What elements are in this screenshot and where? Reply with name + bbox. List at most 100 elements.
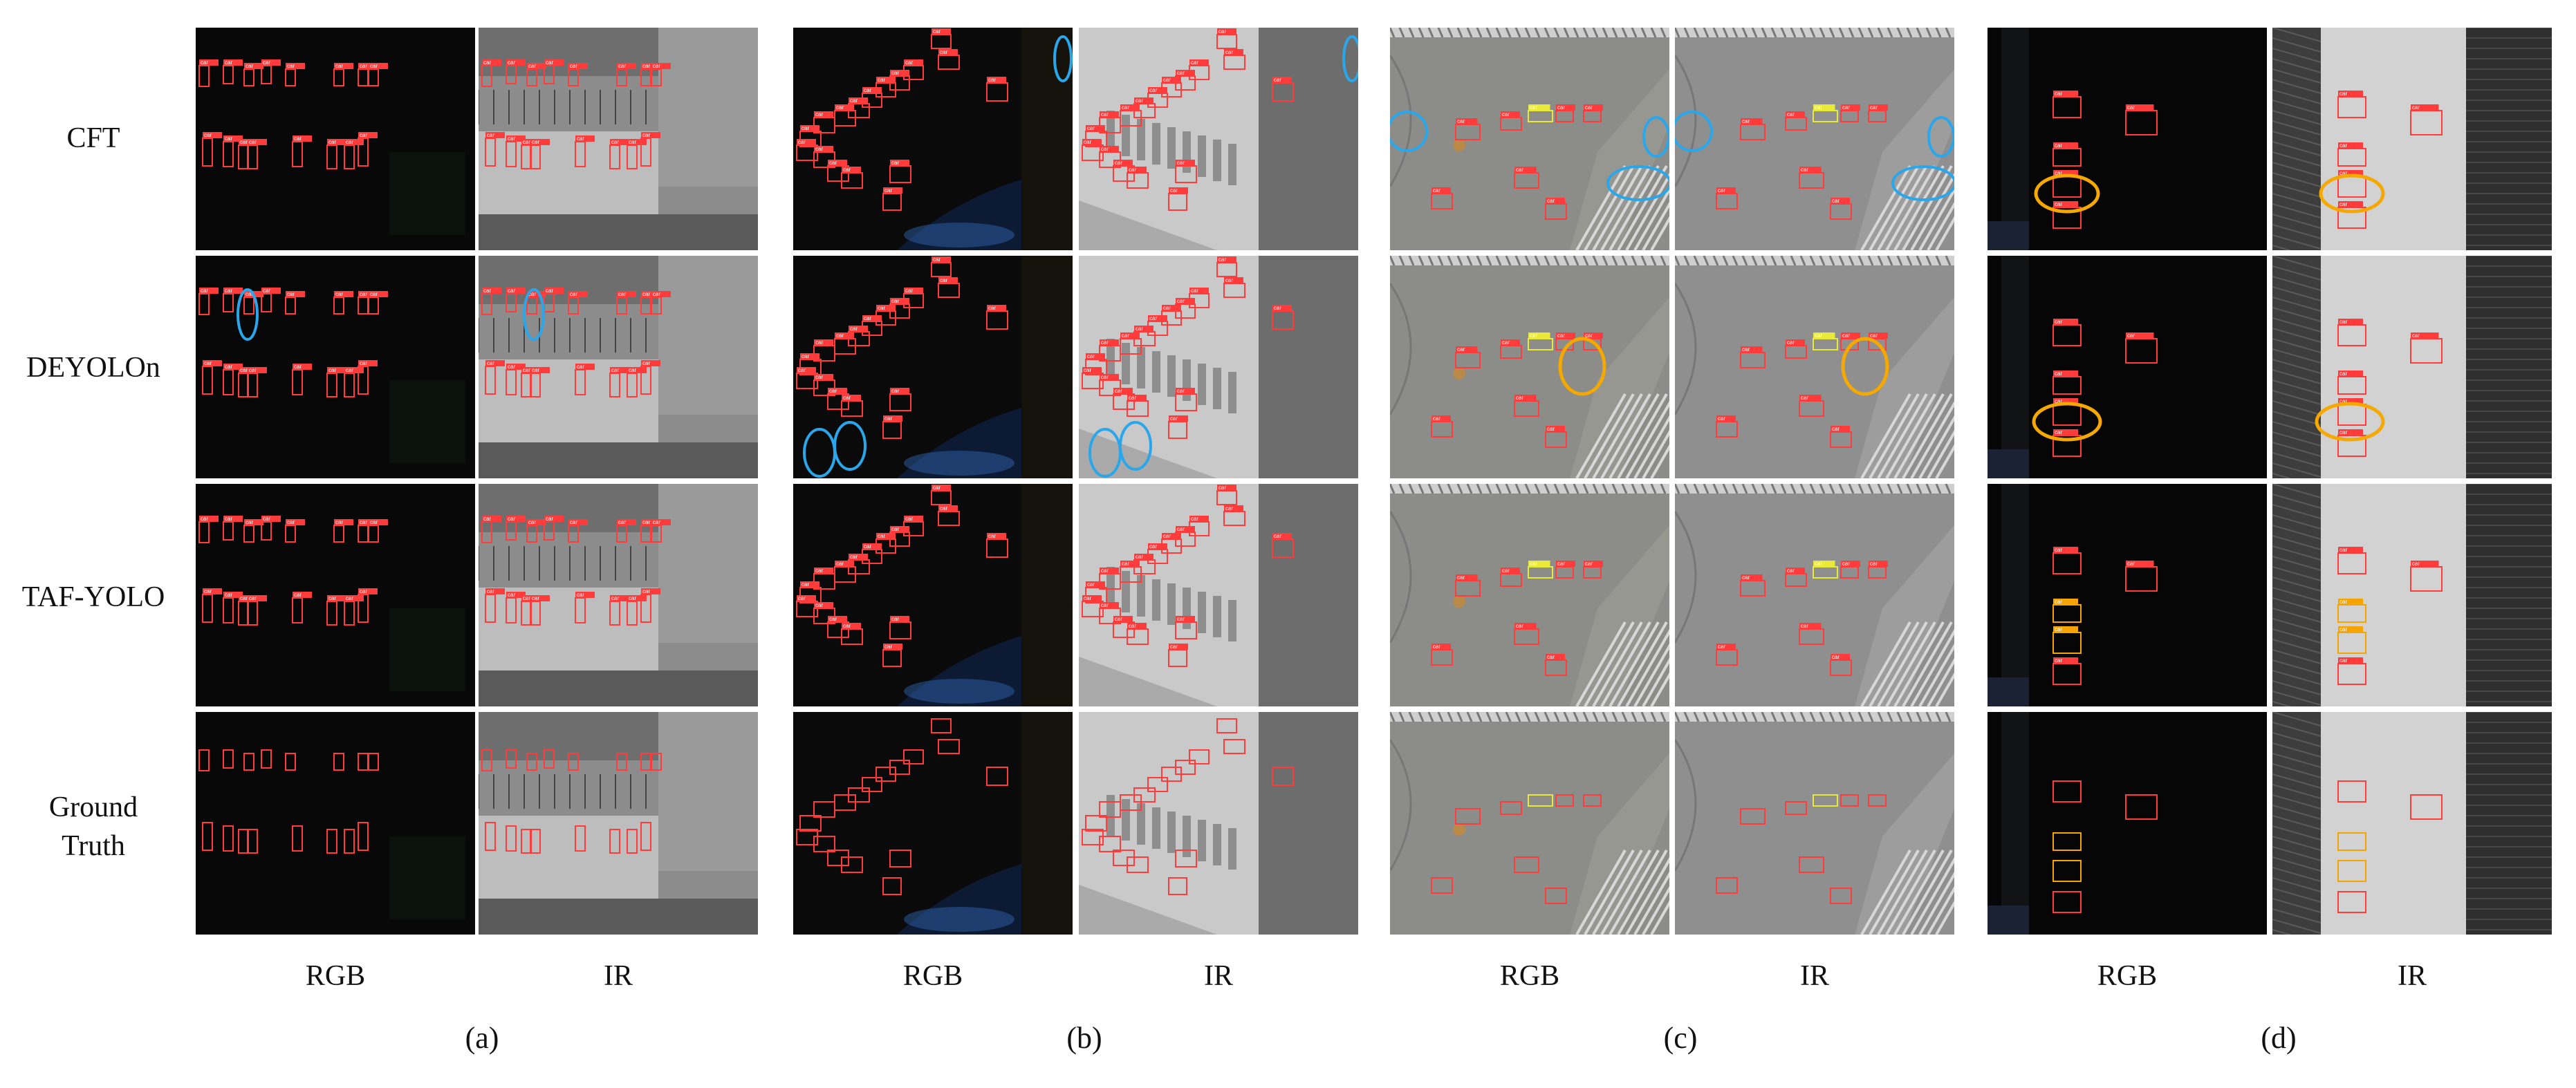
box-label: car bbox=[508, 516, 515, 522]
detection-box: car bbox=[2337, 201, 2366, 229]
box-label: car bbox=[1530, 332, 1537, 339]
box-label: car bbox=[2055, 626, 2062, 632]
box-label: car bbox=[2412, 332, 2420, 339]
detection-box: car bbox=[2337, 547, 2366, 574]
scene-background bbox=[479, 712, 758, 935]
row-label-cft: CFT bbox=[66, 122, 120, 154]
box-label: car bbox=[508, 288, 515, 294]
box-label: car bbox=[1457, 574, 1465, 581]
detection-box bbox=[1868, 794, 1887, 807]
scene-background bbox=[793, 712, 1073, 935]
detection-box: car bbox=[889, 160, 911, 183]
scene-background bbox=[196, 712, 475, 935]
detection-box bbox=[609, 829, 620, 854]
box-label: car bbox=[1149, 543, 1157, 550]
detection-box: car bbox=[616, 63, 636, 86]
box-label: car bbox=[1502, 339, 1510, 346]
box-label: car bbox=[360, 588, 367, 594]
detection-box bbox=[2337, 832, 2366, 851]
detection-box: car bbox=[1868, 561, 1888, 579]
box-label: car bbox=[1274, 77, 1281, 83]
detection-box bbox=[616, 753, 627, 771]
box-label: car bbox=[1870, 332, 1878, 339]
detection-box: car bbox=[544, 516, 564, 541]
detection-box bbox=[1528, 794, 1553, 807]
box-label: car bbox=[1718, 415, 1725, 422]
box-label: car bbox=[878, 77, 885, 83]
box-label: car bbox=[1163, 305, 1171, 311]
box-label: car bbox=[360, 360, 367, 366]
box-label: car bbox=[1787, 111, 1795, 118]
detection-box: car bbox=[568, 63, 588, 86]
detection-box bbox=[1127, 856, 1149, 873]
detection-box: car bbox=[1127, 395, 1149, 417]
detection-box: car bbox=[530, 595, 550, 626]
box-label: car bbox=[483, 516, 491, 522]
panel-row1-b-rgb: car car car car car car car car car car car car car c… bbox=[793, 256, 1073, 478]
scene-background bbox=[1675, 28, 1954, 250]
box-label: car bbox=[878, 533, 885, 539]
box-label: car bbox=[1801, 395, 1808, 401]
box-label: car bbox=[933, 256, 940, 263]
box-label: car bbox=[836, 104, 844, 111]
detection-box: car bbox=[841, 623, 863, 645]
detection-box bbox=[1161, 767, 1182, 782]
detection-box: car bbox=[481, 288, 501, 315]
box-label: car bbox=[2055, 371, 2062, 377]
box-label: car bbox=[815, 111, 823, 118]
box-label: car bbox=[249, 367, 257, 373]
panel-row0-c-ir: car car car car car car car car bbox=[1675, 28, 1954, 250]
detection-box: car bbox=[530, 367, 550, 397]
scene-background bbox=[1390, 256, 1669, 478]
box-label: car bbox=[1742, 574, 1750, 581]
detection-box: car bbox=[1514, 623, 1539, 645]
detection-box bbox=[1085, 815, 1107, 832]
box-label: car bbox=[891, 298, 899, 304]
detection-box bbox=[627, 829, 638, 854]
box-label: car bbox=[245, 291, 253, 297]
detection-box: car bbox=[986, 305, 1008, 330]
detection-box: car bbox=[1785, 111, 1807, 131]
box-label: car bbox=[798, 139, 806, 145]
detection-box: car bbox=[285, 63, 305, 86]
detection-box: car bbox=[2410, 332, 2443, 364]
box-label: car bbox=[1547, 426, 1555, 432]
box-label: car bbox=[240, 595, 248, 601]
detection-box: car bbox=[1716, 415, 1738, 438]
box-label: car bbox=[1516, 623, 1523, 629]
detection-box: car bbox=[292, 135, 312, 167]
box-label: car bbox=[1585, 561, 1593, 567]
box-label: car bbox=[864, 543, 871, 550]
detection-box bbox=[261, 749, 272, 769]
box-label: car bbox=[1129, 395, 1136, 401]
detection-box: car bbox=[358, 588, 378, 623]
box-label: car bbox=[1136, 97, 1143, 104]
box-label: car bbox=[1585, 332, 1593, 339]
detection-box: car bbox=[261, 59, 281, 84]
detection-box bbox=[1740, 808, 1766, 825]
box-label: car bbox=[370, 519, 378, 525]
detection-box bbox=[931, 718, 952, 733]
detection-box: car bbox=[243, 63, 263, 86]
detection-box bbox=[292, 825, 303, 852]
detection-box bbox=[485, 822, 496, 851]
miss-highlight-ellipse bbox=[833, 421, 867, 471]
detection-box bbox=[640, 822, 651, 851]
panel-row3-b-ir bbox=[1079, 712, 1358, 935]
detection-box bbox=[1431, 877, 1453, 894]
box-label: car bbox=[2339, 429, 2347, 435]
box-label: car bbox=[1101, 146, 1109, 152]
detection-box: car bbox=[247, 367, 267, 397]
detection-box bbox=[1099, 801, 1121, 818]
box-label: car bbox=[2055, 201, 2062, 207]
detection-box: car bbox=[841, 395, 863, 417]
detection-box: car bbox=[1830, 198, 1852, 220]
detection-box: car bbox=[1528, 104, 1553, 122]
detection-box: car bbox=[485, 132, 505, 167]
box-label: car bbox=[577, 592, 584, 598]
box-label: car bbox=[1087, 581, 1095, 588]
detection-box bbox=[841, 856, 863, 873]
panel-row2-b-rgb: car car car car car car car car car car car car car c… bbox=[793, 484, 1073, 706]
detection-box: car bbox=[285, 291, 305, 315]
detection-box: car bbox=[1175, 616, 1197, 639]
